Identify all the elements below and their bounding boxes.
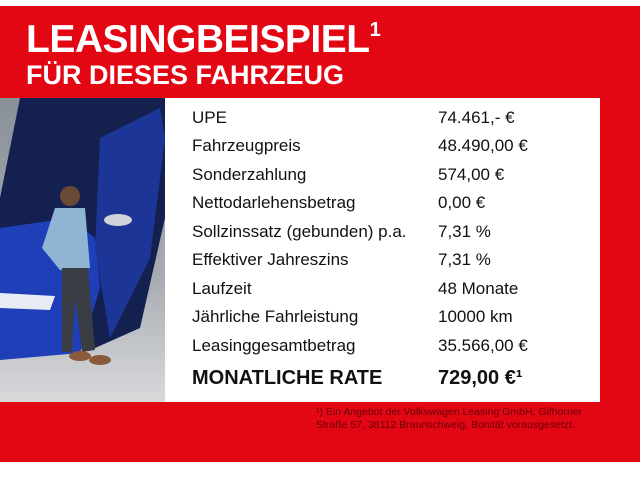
leasing-table: UPE 74.461,- € Fahrzeugpreis 48.490,00 € S… (165, 98, 600, 402)
row-value: 574,00 € (438, 165, 505, 184)
row-value: 7,31 % (438, 222, 491, 241)
row-value: 7,31 % (438, 250, 491, 269)
footnote-marker: 1 (369, 19, 381, 41)
table-row: Laufzeit 48 Monate (192, 279, 592, 301)
row-label: Nettodarlehensbetrag (192, 193, 356, 212)
row-label: Effektiver Jahreszins (192, 250, 349, 269)
row-label: Sonderzahlung (192, 165, 307, 184)
row-label: Jährliche Fahrleistung (192, 307, 359, 326)
row-value: 35.566,00 € (438, 336, 528, 355)
row-label: Fahrzeugpreis (192, 136, 301, 155)
row-value: 0,00 € (438, 193, 486, 212)
table-row: UPE 74.461,- € (192, 108, 592, 130)
car-photo (0, 98, 165, 402)
row-value: 48.490,00 € (438, 136, 528, 155)
footnote-line: Straße 57, 38112 Braunschweig. Bonität v… (316, 419, 575, 431)
footnote: ¹) Ein Angebot der Volkswagen Leasing Gm… (316, 406, 616, 432)
monthly-rate-row: MONATLICHE RATE 729,00 €¹ (192, 367, 592, 389)
table-row: Fahrzeugpreis 48.490,00 € (192, 136, 592, 158)
row-label: Leasinggesamtbetrag (192, 336, 356, 355)
table-row: Effektiver Jahreszins 7,31 % (192, 250, 592, 272)
row-label: UPE (192, 108, 227, 127)
rate-value: 729,00 €¹ (438, 367, 523, 389)
table-row: Leasinggesamtbetrag 35.566,00 € (192, 336, 592, 358)
rate-label: MONATLICHE RATE (192, 367, 383, 389)
table-row: Sollzinssatz (gebunden) p.a. 7,31 % (192, 222, 592, 244)
page-title: LEASINGBEISPIEL1 (26, 18, 381, 61)
page-subtitle: FÜR DIESES FAHRZEUG (26, 60, 345, 90)
table-row: Nettodarlehensbetrag 0,00 € (192, 193, 592, 215)
row-value: 10000 km (438, 307, 513, 326)
row-value: 74.461,- € (438, 108, 515, 127)
footnote-line: ¹) Ein Angebot der Volkswagen Leasing Gm… (316, 406, 583, 418)
row-label: Laufzeit (192, 279, 252, 298)
row-label: Sollzinssatz (gebunden) p.a. (192, 222, 407, 241)
row-value: 48 Monate (438, 279, 519, 298)
table-row: Sonderzahlung 574,00 € (192, 165, 592, 187)
table-row: Jährliche Fahrleistung 10000 km (192, 307, 592, 329)
